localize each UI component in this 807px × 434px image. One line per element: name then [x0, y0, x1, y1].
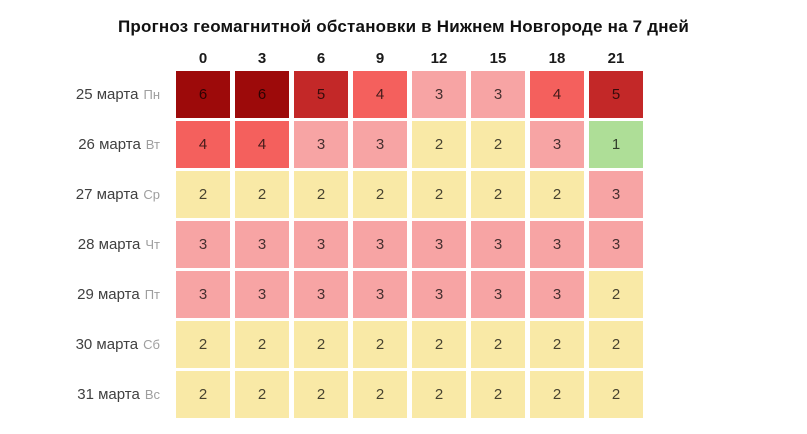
kp-cell: 3	[235, 271, 289, 318]
kp-cell: 2	[294, 371, 348, 418]
kp-cell: 3	[353, 221, 407, 268]
kp-cell: 3	[589, 171, 643, 218]
kp-cell: 6	[176, 71, 230, 118]
row-label-weekday: Чт	[145, 237, 160, 252]
kp-cell: 3	[176, 221, 230, 268]
hour-header: 6	[316, 50, 326, 67]
kp-cell: 3	[235, 221, 289, 268]
kp-cell: 3	[353, 271, 407, 318]
kp-cell: 3	[294, 271, 348, 318]
row-label-date: 28 марта	[77, 236, 141, 253]
kp-cell: 3	[294, 121, 348, 168]
row-label-date: 25 марта	[75, 86, 139, 103]
kp-cell: 2	[471, 371, 525, 418]
kp-cell: 2	[294, 321, 348, 368]
kp-cell: 2	[176, 171, 230, 218]
hour-header: 9	[375, 50, 385, 67]
kp-cell: 6	[235, 71, 289, 118]
row-label-date: 27 марта	[75, 186, 139, 203]
hour-header: 21	[607, 50, 625, 67]
kp-cell: 3	[353, 121, 407, 168]
kp-cell: 2	[471, 171, 525, 218]
kp-cell: 3	[589, 221, 643, 268]
row-label-weekday: Ср	[143, 187, 160, 202]
row-label-date: 29 марта	[77, 286, 140, 303]
row-label-weekday: Сб	[143, 337, 160, 352]
kp-cell: 3	[412, 71, 466, 118]
hour-header: 15	[489, 50, 507, 67]
row-label: 26 марта Вт	[0, 121, 171, 168]
kp-cell: 2	[412, 171, 466, 218]
row-label: 30 марта Сб	[0, 321, 171, 368]
row-label: 27 марта Ср	[0, 171, 171, 218]
kp-cell: 3	[471, 71, 525, 118]
forecast-grid: 0 3 6 9 12 15 18 21 25 марта Пн 6 6 5 4 3 3 4 5 26 марта Вт…	[0, 50, 807, 418]
row-label-weekday: Вс	[144, 387, 160, 402]
kp-cell: 2	[176, 371, 230, 418]
kp-cell: 5	[589, 71, 643, 118]
kp-cell: 5	[294, 71, 348, 118]
kp-cell: 2	[589, 271, 643, 318]
kp-cell: 2	[530, 371, 584, 418]
kp-cell: 3	[471, 271, 525, 318]
kp-cell: 2	[412, 371, 466, 418]
kp-cell: 2	[412, 321, 466, 368]
row-label: 29 марта Пт	[0, 271, 171, 318]
kp-cell: 2	[235, 171, 289, 218]
kp-cell: 3	[530, 121, 584, 168]
kp-cell: 2	[589, 321, 643, 368]
kp-cell: 3	[530, 221, 584, 268]
hour-header: 3	[257, 50, 267, 67]
row-label: 28 марта Чт	[0, 221, 171, 268]
kp-cell: 4	[176, 121, 230, 168]
kp-cell: 4	[235, 121, 289, 168]
row-label: 25 марта Пн	[0, 71, 171, 118]
kp-cell: 3	[294, 221, 348, 268]
page-title: Прогноз геомагнитной обстановки в Нижнем…	[117, 17, 689, 36]
kp-cell: 2	[235, 371, 289, 418]
row-label-date: 31 марта	[77, 386, 140, 403]
kp-cell: 2	[471, 121, 525, 168]
corner-spacer	[0, 50, 171, 68]
kp-cell: 3	[176, 271, 230, 318]
kp-cell: 4	[353, 71, 407, 118]
row-label-date: 26 марта	[78, 136, 141, 153]
kp-cell: 2	[176, 321, 230, 368]
row-label-weekday: Вт	[145, 137, 160, 152]
kp-cell: 3	[412, 221, 466, 268]
kp-cell: 2	[353, 171, 407, 218]
kp-cell: 2	[412, 121, 466, 168]
row-label-weekday: Пн	[143, 87, 160, 102]
kp-cell: 1	[589, 121, 643, 168]
row-label: 31 марта Вс	[0, 371, 171, 418]
row-label-date: 30 марта	[75, 336, 139, 353]
kp-cell: 4	[530, 71, 584, 118]
kp-cell: 3	[471, 221, 525, 268]
row-label-weekday: Пт	[144, 287, 160, 302]
kp-cell: 2	[353, 321, 407, 368]
hour-header: 0	[198, 50, 208, 67]
kp-cell: 2	[294, 171, 348, 218]
kp-cell: 2	[353, 371, 407, 418]
kp-cell: 3	[412, 271, 466, 318]
kp-cell: 2	[471, 321, 525, 368]
kp-cell: 2	[589, 371, 643, 418]
hour-header: 12	[430, 50, 448, 67]
kp-cell: 3	[530, 271, 584, 318]
kp-cell: 2	[530, 321, 584, 368]
kp-cell: 2	[530, 171, 584, 218]
kp-cell: 2	[235, 321, 289, 368]
hour-header: 18	[548, 50, 566, 67]
